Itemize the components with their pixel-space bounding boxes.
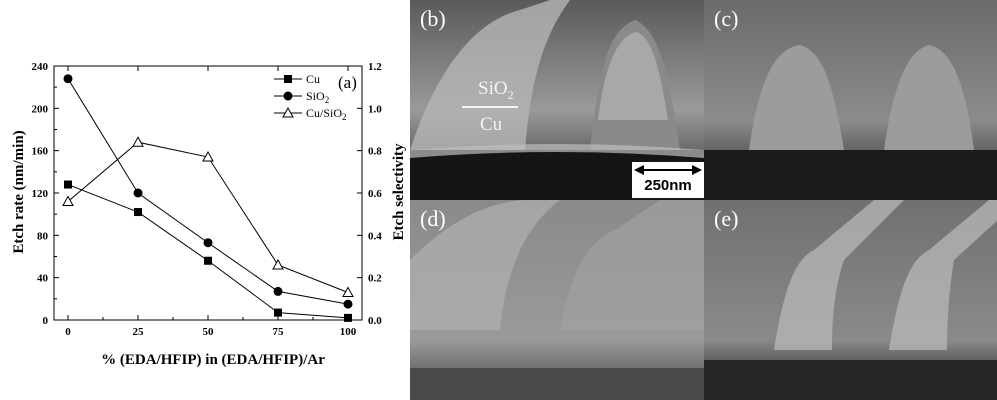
scale-bar-box: 250nm [632,162,704,198]
series-line-cu [67,184,349,319]
y-left-tick-label: 240 [32,61,49,73]
data-point-cu [344,313,352,322]
data-point-sio2 [63,74,73,84]
panel-label-a: (a) [338,73,357,92]
y-right-tick-label: 0.2 [368,273,382,285]
image-label-e: (e) [714,206,739,231]
data-point-cu-sio2 [202,150,214,162]
data-point-cu [204,256,212,265]
x-tick-label: 0 [65,326,71,338]
legend-marker-sio2 [283,91,293,101]
legend-marker-cu-sio2 [282,106,294,118]
legend-marker-cu [284,75,292,83]
x-tick-label: 100 [340,326,357,338]
sem-image-d: (d) [410,200,704,400]
x-tick-label: 25 [133,326,145,338]
y-right-tick-label: 0.0 [368,315,382,327]
data-point-cu-sio2 [272,258,284,270]
layer-label-sio2: SiO2 [478,78,514,102]
y-left-tick-label: 120 [32,188,49,200]
sem-image-b: (b) SiO2 Cu 250nm [410,0,704,200]
etch-chart: 0 25 50 75 100 0 40 80 120 160 200 240 0.0 0.2 0.4 0.6 0… [11,61,407,368]
legend-label-cu-sio2: Cu/SiO2 [306,106,347,122]
data-point-cu-sio2 [132,136,144,147]
image-label-c: (c) [714,6,739,31]
scale-bar-arrow [634,165,702,175]
x-axis-label: % (EDA/HFIP) in (EDA/HFIP)/Ar [101,352,325,368]
data-point-sio2 [273,286,283,296]
y-left-tick-label: 80 [37,230,49,242]
data-point-cu [274,308,282,317]
plot-frame [53,65,363,321]
y-right-tick-label: 0.6 [368,188,382,200]
sem-image-e: (e) [704,200,997,400]
y-axis-right-label: Etch selectivity [391,143,407,241]
legend-label-sio2: SiO2 [306,89,329,105]
layer-label-cu: Cu [480,114,503,135]
y-left-tick-label: 40 [37,273,49,285]
x-tick-label: 50 [203,326,215,338]
sem-image-c: (c) [704,0,997,200]
series-line-cu-sio2 [67,141,349,293]
data-point-cu [64,180,72,189]
y-left-tick-label: 160 [32,146,49,158]
data-point-sio2 [203,238,213,248]
data-point-cu-sio2 [342,286,354,297]
data-point-sio2 [133,188,143,198]
y-right-tick-label: 1.0 [368,103,382,115]
legend-label-cu: Cu [306,72,320,86]
data-point-sio2 [343,299,353,309]
image-label-d: (d) [420,206,446,231]
x-tick-label: 75 [273,326,285,338]
y-right-tick-label: 0.8 [368,146,382,158]
data-point-cu-sio2 [62,195,74,206]
image-label-b: (b) [420,6,446,31]
data-point-cu [134,208,142,217]
layer-divider [462,106,518,108]
y-left-tick-label: 200 [32,103,49,115]
chart-ticks: 0 25 50 75 100 0 40 80 120 160 200 240 0.0 0.2 0.4 0.6 0… [32,61,383,338]
y-right-tick-label: 0.4 [368,230,382,242]
y-left-tick-label: 0 [43,315,49,327]
y-right-tick-label: 1.2 [368,61,382,73]
scale-bar-label: 250nm [644,177,692,194]
chart-axes [53,65,363,321]
y-axis-left-label: Etch rate (nm/min) [11,130,27,253]
chart-series [62,74,354,322]
